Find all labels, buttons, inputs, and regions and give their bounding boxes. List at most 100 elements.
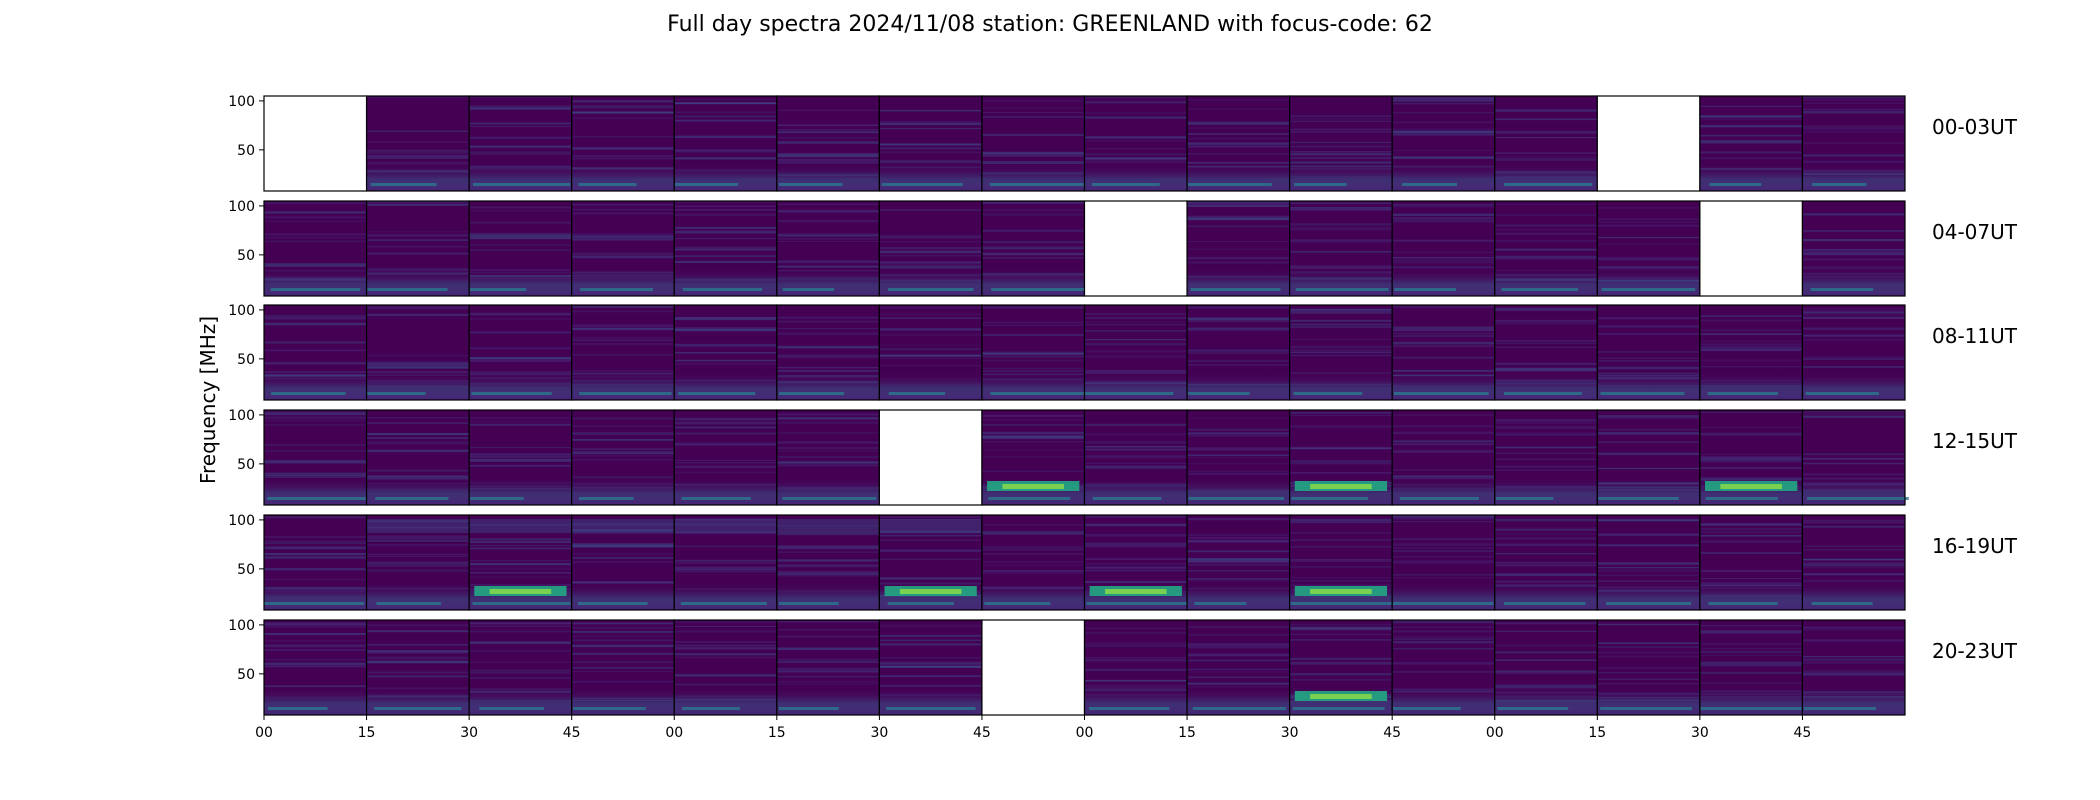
spectral-line bbox=[1699, 477, 1803, 479]
spectral-line bbox=[879, 254, 982, 257]
bright-emission-core bbox=[1310, 484, 1372, 489]
spectral-line bbox=[366, 417, 470, 419]
spectral-line bbox=[981, 547, 1085, 549]
spectral-line bbox=[1802, 160, 1905, 163]
spectral-line bbox=[879, 306, 982, 309]
spectral-line bbox=[1084, 642, 1188, 645]
spectrum-panel bbox=[1699, 619, 1804, 716]
spectral-line bbox=[1392, 414, 1495, 417]
spectral-line bbox=[1699, 349, 1803, 351]
spectral-line bbox=[264, 578, 367, 581]
spectral-line bbox=[1597, 452, 1700, 456]
spectral-line bbox=[469, 571, 572, 574]
low-freq-band bbox=[776, 269, 880, 296]
spectrum-panel bbox=[1391, 95, 1496, 192]
spectrum-panel bbox=[1596, 619, 1701, 716]
spectral-line bbox=[1084, 687, 1188, 690]
spectral-line bbox=[571, 439, 675, 441]
spectral-line bbox=[571, 337, 675, 339]
spectral-line bbox=[571, 622, 675, 625]
spectral-line bbox=[1494, 362, 1598, 365]
spectral-line bbox=[1597, 646, 1700, 648]
spectral-line bbox=[571, 136, 675, 138]
spectral-line bbox=[1289, 228, 1393, 231]
spectral-line bbox=[674, 248, 777, 251]
spectral-line bbox=[1802, 655, 1905, 658]
spectral-line bbox=[981, 441, 1085, 443]
spectral-line bbox=[571, 476, 675, 479]
spectral-line bbox=[776, 572, 880, 576]
spectral-line bbox=[264, 362, 367, 364]
low-freq-band bbox=[1289, 373, 1393, 400]
spectral-line bbox=[1084, 563, 1188, 565]
spectral-line bbox=[1597, 218, 1700, 220]
spectral-line bbox=[1597, 325, 1700, 328]
spectrum-panel bbox=[468, 200, 573, 297]
low-freq-band bbox=[879, 164, 982, 191]
spectral-line bbox=[776, 680, 880, 683]
spectral-line bbox=[1597, 518, 1700, 521]
spectral-line bbox=[776, 413, 880, 416]
spectral-line bbox=[981, 107, 1085, 109]
spectral-line bbox=[1597, 360, 1700, 362]
low-freq-band bbox=[571, 373, 675, 400]
spectrum-panel bbox=[1083, 95, 1188, 192]
spectral-line bbox=[981, 201, 1085, 204]
spectral-line bbox=[879, 577, 982, 579]
spectral-line bbox=[1494, 658, 1598, 661]
spectral-line bbox=[264, 237, 367, 239]
spectral-line bbox=[1392, 636, 1495, 638]
spectral-line bbox=[264, 460, 367, 462]
spectral-line bbox=[1802, 230, 1905, 232]
spectrum-panel bbox=[1699, 304, 1804, 401]
spectral-line bbox=[469, 206, 572, 209]
spectral-line bbox=[366, 433, 470, 435]
spectral-line bbox=[264, 461, 367, 464]
spectral-line bbox=[1494, 203, 1598, 205]
spectral-line bbox=[366, 624, 470, 627]
spectral-line bbox=[1289, 351, 1393, 354]
spectral-line bbox=[981, 247, 1085, 250]
spectrum-panel bbox=[1186, 200, 1291, 297]
spectral-line bbox=[674, 111, 777, 113]
low-freq-emission bbox=[1707, 392, 1778, 395]
spectral-line bbox=[1699, 140, 1803, 142]
spectral-line bbox=[1289, 629, 1393, 631]
spectral-line bbox=[879, 333, 982, 337]
spectral-line bbox=[1084, 433, 1188, 436]
spectral-line bbox=[571, 652, 675, 655]
spectral-line bbox=[776, 158, 880, 161]
spectral-line bbox=[264, 460, 367, 463]
panel-background bbox=[264, 96, 367, 191]
spectral-line bbox=[366, 252, 470, 254]
spectrum-panel bbox=[571, 514, 675, 611]
low-freq-band bbox=[879, 269, 982, 296]
spectral-line bbox=[674, 328, 777, 331]
low-freq-band bbox=[1699, 583, 1803, 610]
spectral-line bbox=[776, 559, 880, 561]
spectral-line bbox=[1699, 115, 1803, 118]
spectral-line bbox=[1289, 372, 1393, 374]
low-freq-emission bbox=[1089, 707, 1170, 710]
spectral-line bbox=[469, 96, 572, 99]
spectral-line bbox=[1802, 413, 1905, 415]
spectral-line bbox=[981, 355, 1085, 358]
low-freq-emission bbox=[267, 497, 368, 500]
spectral-line bbox=[264, 644, 367, 647]
low-freq-emission bbox=[577, 602, 648, 605]
spectral-line bbox=[1494, 118, 1598, 121]
spectral-line bbox=[571, 234, 675, 237]
low-freq-band bbox=[264, 688, 367, 715]
spectral-line bbox=[264, 411, 367, 414]
spectral-line bbox=[674, 119, 777, 121]
spectral-line bbox=[879, 329, 982, 331]
spectral-line bbox=[879, 661, 982, 664]
low-freq-band bbox=[1392, 688, 1495, 715]
spectral-line bbox=[674, 559, 777, 562]
spectrum-panel bbox=[1801, 304, 1906, 401]
x-tick-label: 15 bbox=[1178, 725, 1196, 741]
spectral-line bbox=[981, 240, 1085, 244]
low-freq-band bbox=[1494, 164, 1598, 191]
spectral-line bbox=[1084, 153, 1188, 156]
spectral-line bbox=[776, 571, 880, 574]
